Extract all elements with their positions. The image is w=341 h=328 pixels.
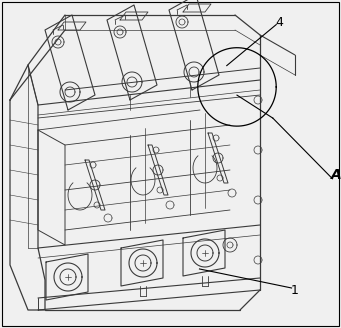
Text: A: A	[330, 169, 341, 182]
Text: 4: 4	[276, 16, 284, 29]
Text: 1: 1	[291, 284, 299, 297]
